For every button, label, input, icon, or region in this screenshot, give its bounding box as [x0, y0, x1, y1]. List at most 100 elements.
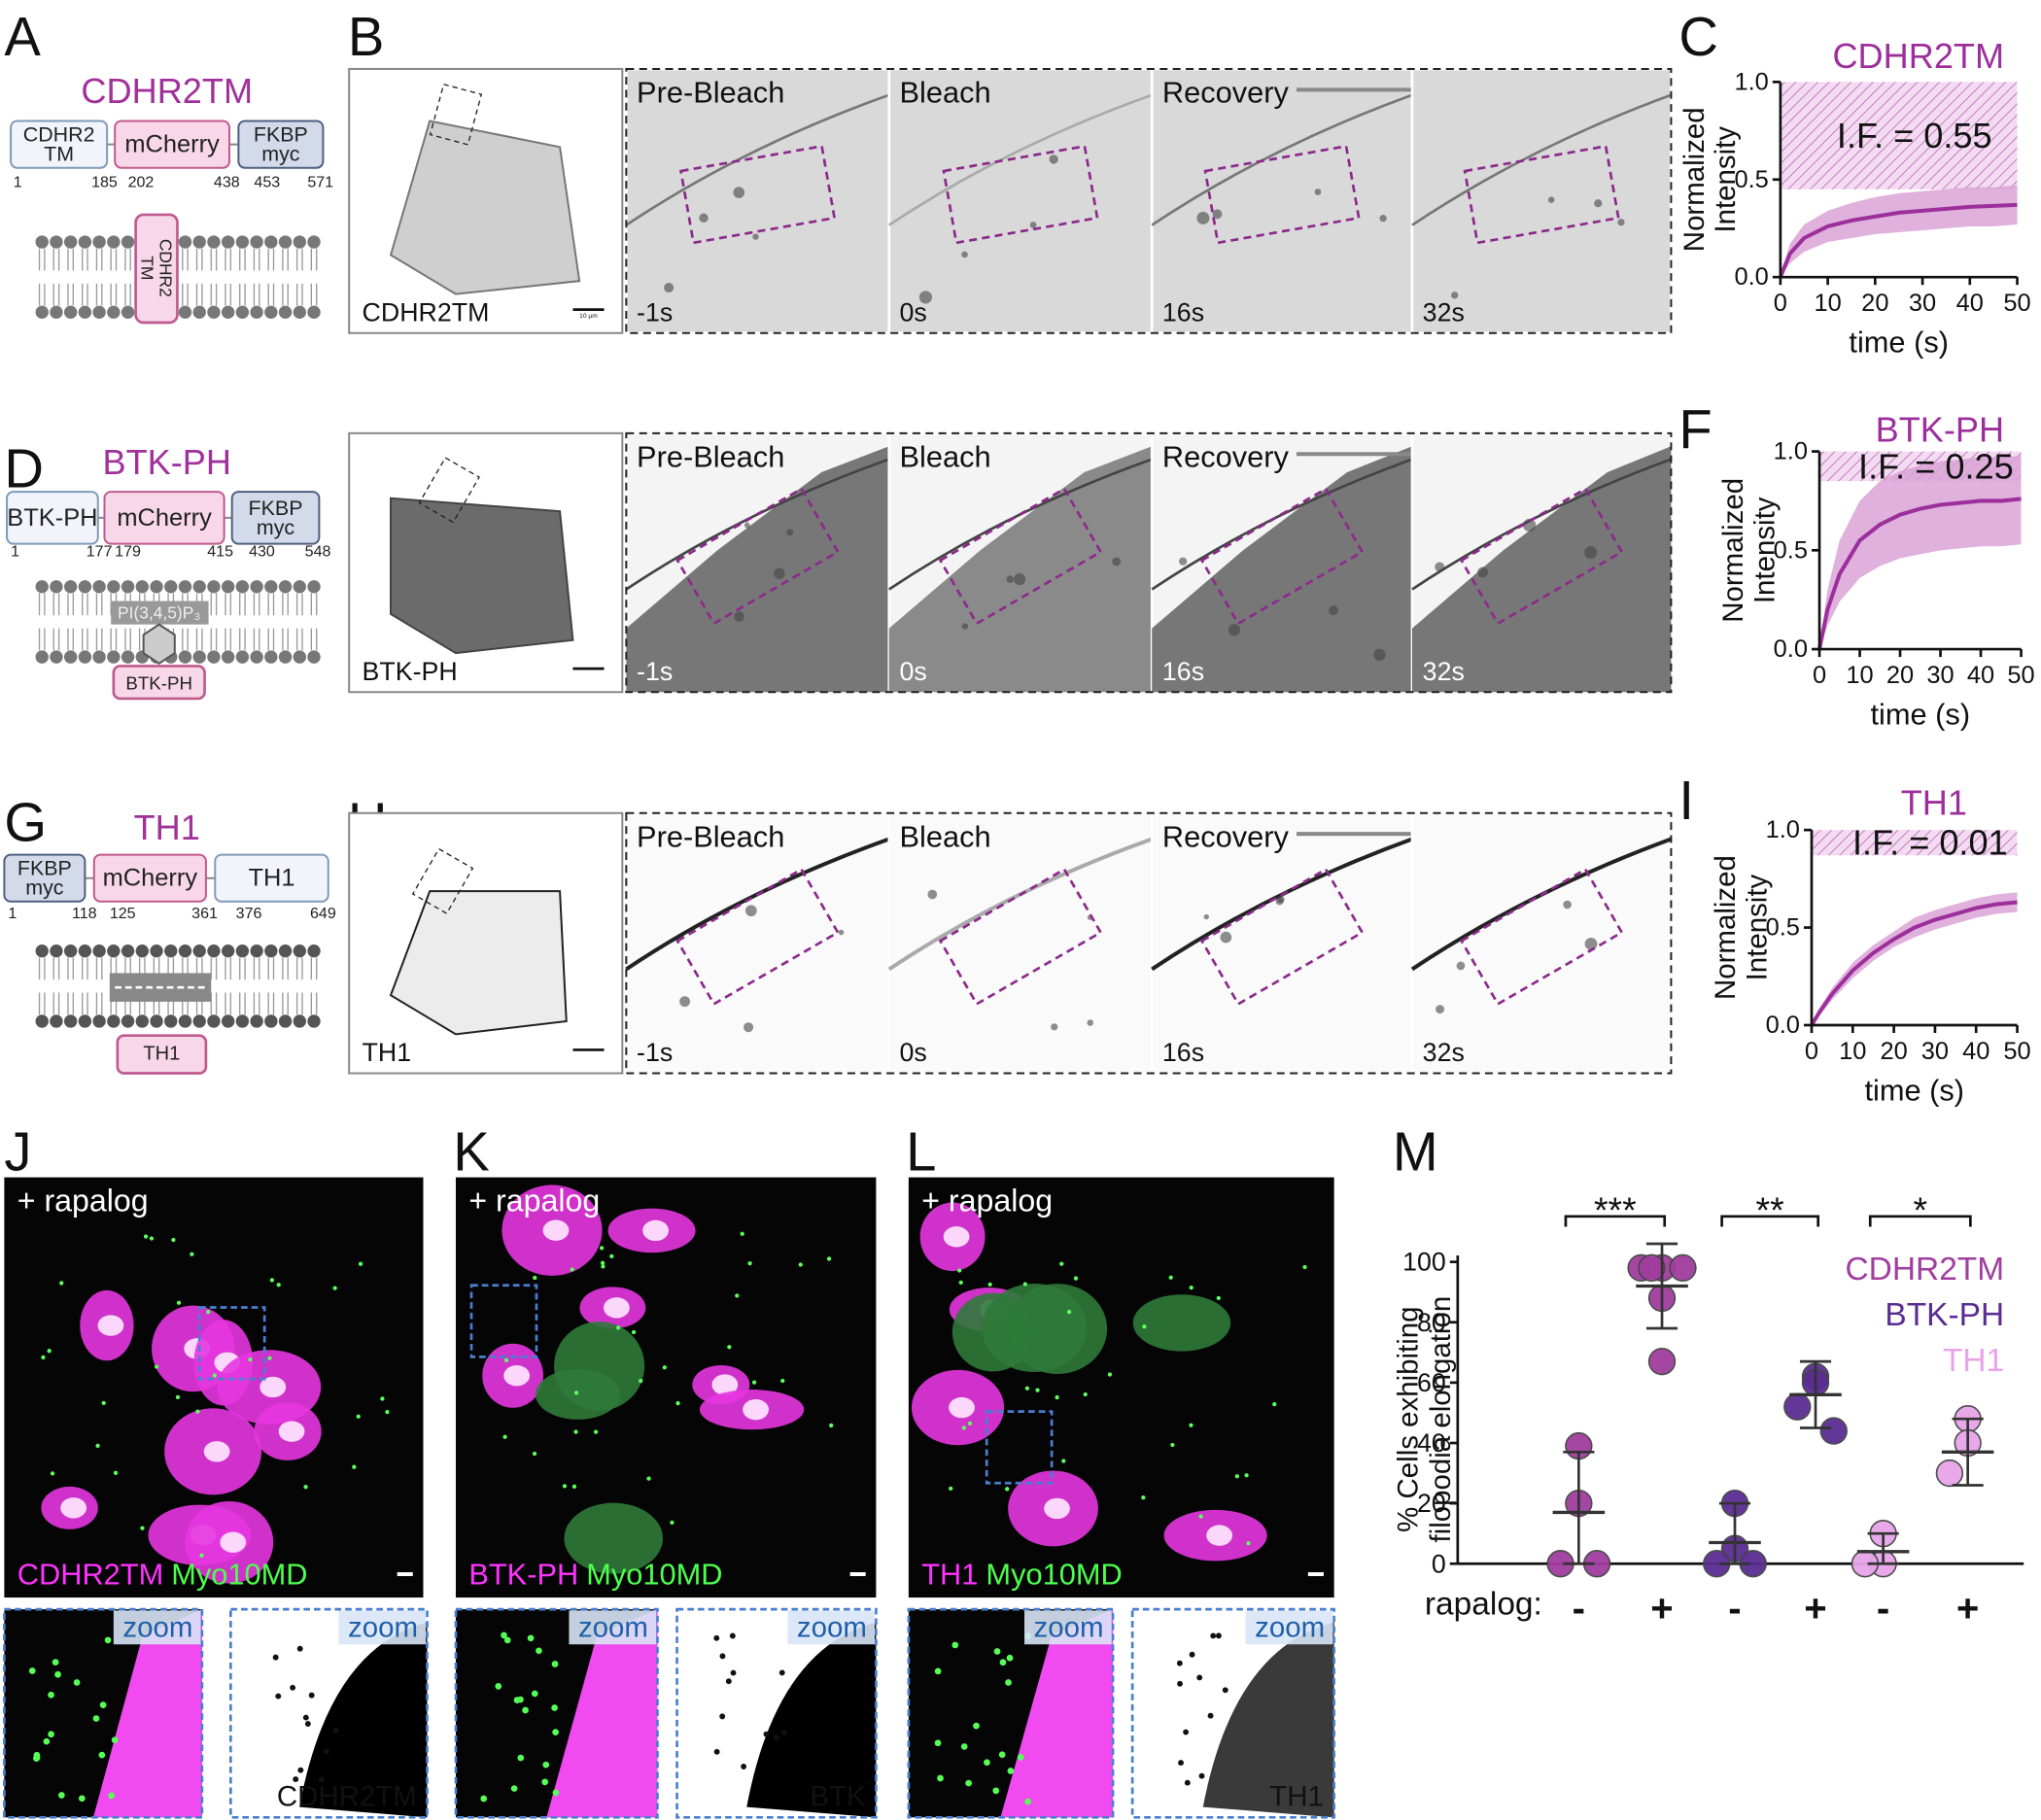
- zoom-channel-label: CDHR2TM: [277, 1780, 417, 1812]
- puncta: [679, 996, 691, 1008]
- filopodia-tip: [774, 1734, 779, 1740]
- filopodia-tip: [1142, 1324, 1147, 1329]
- filopodia-tip: [951, 1641, 959, 1649]
- filopodia-tip: [616, 1325, 621, 1330]
- filopodia-tip: [290, 1684, 296, 1691]
- filopodia-tip: [380, 1396, 385, 1401]
- frap-cell: [1411, 446, 1672, 693]
- domain-box: [237, 120, 325, 169]
- lipid-head: [92, 650, 106, 664]
- filopodia-tip: [1178, 1760, 1184, 1767]
- y-tick-label: 100: [1402, 1248, 1446, 1277]
- filopodia-tip: [43, 1737, 51, 1745]
- time-label: 32s: [1423, 297, 1465, 326]
- lipid-head: [221, 235, 235, 249]
- lipid-head: [164, 580, 178, 594]
- filopodia-tip: [1207, 1712, 1214, 1719]
- x-tick-label: -: [1728, 1586, 1741, 1630]
- residue-number: 453: [254, 173, 280, 190]
- filopodia-tip: [949, 1486, 953, 1492]
- zoom-border: [454, 1607, 659, 1819]
- filopodia-tip: [41, 1355, 46, 1360]
- filopodia-tip: [108, 1792, 116, 1800]
- lipid-head: [307, 1014, 321, 1028]
- x-tick-label: 30: [1921, 1038, 1949, 1065]
- lipid-head: [78, 580, 92, 594]
- puncta: [1477, 567, 1488, 578]
- lipid-head: [107, 944, 121, 958]
- stain-label: TH1: [921, 1557, 978, 1591]
- filopodia-tip: [998, 1751, 1006, 1759]
- counterstain-label: Myo10MD: [986, 1557, 1122, 1591]
- x-tick-label: 20: [1886, 662, 1914, 689]
- frap-border: [625, 431, 1673, 694]
- lipid-head: [35, 650, 49, 664]
- lipid-head: [207, 944, 221, 958]
- filopodia-tip: [527, 1634, 535, 1642]
- filopodia-tip: [175, 1394, 181, 1400]
- significance-bracket: [1564, 1215, 1667, 1227]
- cell-core: [943, 1226, 970, 1248]
- lipid-head: [121, 580, 135, 594]
- lipid-head: [92, 305, 106, 320]
- legend-entry: TH1: [1943, 1343, 2004, 1379]
- filopodia-tip: [1083, 1391, 1088, 1397]
- filopodia-tip: [33, 1751, 41, 1759]
- cell-core: [542, 1219, 570, 1241]
- y-axis-label-group: Normalized Intensity: [1678, 107, 1742, 252]
- filopodia-tip: [552, 1729, 559, 1735]
- construct-title: BTK-PH: [102, 442, 230, 482]
- lipid-head: [35, 305, 49, 320]
- lipid-head: [107, 650, 121, 664]
- lipid-head: [121, 235, 135, 249]
- lipid-head: [293, 235, 306, 249]
- filopodia-tip: [1189, 1423, 1193, 1427]
- x-axis-label: time (s): [1864, 1073, 1964, 1107]
- domain-label: TM: [44, 143, 74, 166]
- panel-letter: M: [1393, 1120, 1438, 1182]
- filopodia-tip: [725, 1678, 732, 1685]
- lipid-head: [293, 305, 306, 320]
- legend-entry: CDHR2TM: [1846, 1252, 2005, 1288]
- filopodia-tip: [1024, 1386, 1030, 1391]
- domain-label: FKBP: [254, 123, 308, 147]
- bleach-roi: [1459, 487, 1624, 626]
- time-label: 16s: [1162, 657, 1204, 686]
- filopodia-tip: [984, 1759, 990, 1767]
- x-tick-label: 20: [1880, 1038, 1907, 1065]
- time-label: 32s: [1423, 1038, 1465, 1067]
- roi-box: [411, 847, 474, 914]
- lipid-head: [78, 650, 92, 664]
- cell-shape: [389, 120, 581, 295]
- lipid-head: [78, 305, 92, 320]
- filopodia-tip: [248, 1356, 253, 1362]
- panel-letter: I: [1678, 770, 1694, 831]
- cell-core: [711, 1374, 739, 1395]
- lipid-head: [235, 944, 250, 958]
- y-tick-label: 0.5: [1766, 914, 1800, 942]
- membrane-edge: [888, 93, 1153, 226]
- panel-letter: L: [906, 1120, 936, 1182]
- filopodia-tip: [552, 1789, 560, 1797]
- lipid-head: [121, 305, 135, 320]
- th1-box: [116, 1034, 208, 1075]
- puncta: [744, 905, 757, 917]
- lipid-head: [192, 650, 206, 664]
- lipid-head: [121, 650, 135, 664]
- zoom-tag: [1024, 1610, 1112, 1645]
- cell-shape: [390, 497, 574, 655]
- lipid-head: [250, 650, 263, 664]
- y-axis-label: Normalized: [1717, 478, 1749, 623]
- domain-box: [6, 491, 99, 545]
- filopodia-tip: [1017, 1754, 1024, 1761]
- time-label: 32s: [1423, 657, 1465, 686]
- filopodia-tip: [675, 1400, 680, 1406]
- filopodia-tip: [206, 1309, 211, 1315]
- lipid-head: [178, 650, 192, 664]
- filopodia-tip: [1059, 1261, 1064, 1266]
- significance-stars: ***: [1594, 1189, 1637, 1230]
- x-tick-label: 40: [1967, 662, 1994, 689]
- mean-line: [1779, 202, 2018, 278]
- stage-label: Recovery: [1162, 439, 1290, 473]
- domain-label: myc: [257, 516, 295, 539]
